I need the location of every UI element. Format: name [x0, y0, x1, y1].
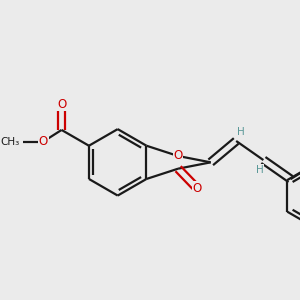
- Text: O: O: [192, 182, 202, 195]
- Text: O: O: [57, 98, 66, 110]
- Text: H: H: [237, 128, 245, 137]
- Text: O: O: [173, 149, 183, 163]
- Text: CH₃: CH₃: [0, 136, 19, 147]
- Text: O: O: [39, 135, 48, 148]
- Text: H: H: [256, 165, 264, 175]
